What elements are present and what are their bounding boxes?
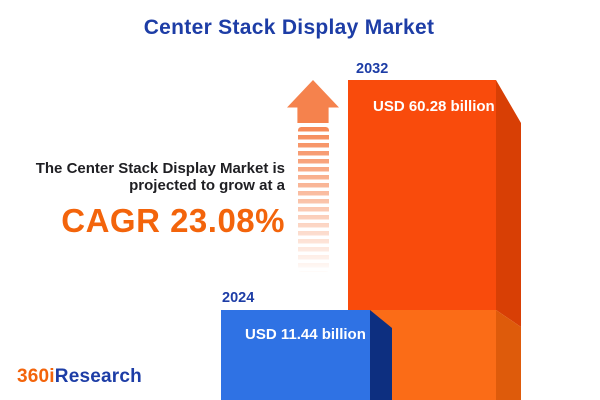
annotation-line-2: projected to grow at a [129, 177, 285, 194]
bar-2032-front [348, 80, 496, 310]
bar-2032-base-side [496, 310, 521, 400]
bar-2032-side [496, 80, 521, 327]
bar-2024-year-label: 2024 [222, 290, 254, 306]
logo-360i: 360i [17, 366, 55, 387]
cagr-value: CAGR 23.08% [61, 202, 285, 239]
growth-annotation: The Center Stack Display Market is proje… [10, 160, 285, 240]
bar-2032-year-label: 2032 [356, 61, 388, 77]
bar-2024-value-label: USD 11.44 billion [245, 326, 366, 343]
logo-research: Research [54, 366, 142, 387]
annotation-line-1: The Center Stack Display Market is [35, 160, 285, 177]
bar-2024-front [221, 310, 370, 400]
arrow-tail-stripes [298, 127, 329, 272]
bar-2024-side [370, 310, 392, 400]
bar-2032-value-label: USD 60.28 billion [373, 98, 495, 115]
page-title: Center Stack Display Market [143, 16, 435, 39]
brand-logo: 360iResearch [17, 366, 142, 388]
